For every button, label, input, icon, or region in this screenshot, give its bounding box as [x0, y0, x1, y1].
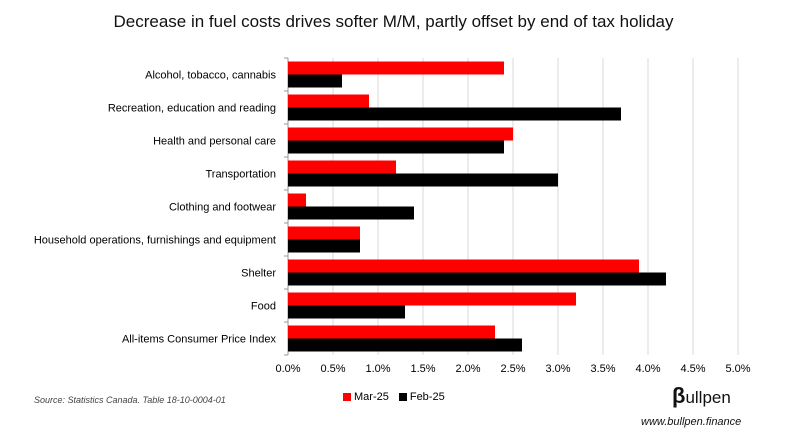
- bar-feb25: [288, 173, 558, 187]
- bar-mar25: [288, 259, 639, 273]
- bar-mar25: [288, 325, 495, 339]
- legend-label-feb25: Feb-25: [409, 391, 445, 403]
- bar-feb25: [288, 272, 666, 286]
- bar-mar25: [288, 292, 576, 306]
- chart-title: Decrease in fuel costs drives softer M/M…: [113, 12, 674, 31]
- x-tick-label: 3.0%: [545, 363, 570, 375]
- bar-mar25: [288, 94, 369, 108]
- legend-label-mar25: Mar-25: [354, 391, 389, 403]
- category-label: All-items Consumer Price Index: [122, 334, 277, 346]
- category-label: Recreation, education and reading: [108, 103, 276, 115]
- bar-mar25: [288, 127, 513, 141]
- category-label: Household operations, furnishings and eq…: [34, 235, 276, 247]
- x-tick-label: 2.0%: [455, 363, 480, 375]
- brand-name: ullpen: [685, 388, 731, 407]
- x-tick-label: 4.5%: [680, 363, 705, 375]
- bar-mar25: [288, 160, 396, 174]
- legend-swatch-feb25: [398, 393, 407, 401]
- x-tick-label: 0.0%: [275, 363, 300, 375]
- category-label: Transportation: [205, 169, 276, 181]
- legend-item-mar25: Mar-25: [343, 391, 389, 403]
- bar-feb25: [288, 107, 621, 121]
- legend-item-feb25: Feb-25: [398, 391, 445, 403]
- x-tick-label: 1.5%: [410, 363, 435, 375]
- x-tick-label: 1.0%: [365, 363, 390, 375]
- category-label: Health and personal care: [153, 136, 276, 148]
- category-label: Food: [251, 301, 276, 313]
- bar-feb25: [288, 239, 360, 253]
- category-label: Shelter: [241, 268, 276, 280]
- bar-feb25: [288, 140, 504, 154]
- legend-swatch-mar25: [343, 393, 351, 401]
- bar-feb25: [288, 338, 522, 352]
- category-label: Clothing and footwear: [169, 202, 276, 214]
- x-tick-label: 2.5%: [500, 363, 525, 375]
- bar-mar25: [288, 61, 504, 75]
- legend: Mar-25 Feb-25: [343, 391, 445, 403]
- x-tick-label: 4.0%: [635, 363, 660, 375]
- bar-feb25: [288, 206, 414, 220]
- bar-mar25: [288, 226, 360, 240]
- brand-symbol: β: [672, 383, 686, 408]
- bar-feb25: [288, 74, 342, 88]
- site-url: www.bullpen.finance: [641, 416, 742, 428]
- bar-feb25: [288, 305, 405, 319]
- source-note: Source: Statistics Canada. Table 18-10-0…: [34, 395, 226, 405]
- x-tick-label: 3.5%: [590, 363, 615, 375]
- x-tick-label: 5.0%: [725, 363, 750, 375]
- bar-mar25: [288, 193, 306, 207]
- category-label: Alcohol, tobacco, cannabis: [145, 70, 276, 82]
- x-tick-label: 0.5%: [320, 363, 345, 375]
- brand-logo: βullpen: [672, 383, 731, 409]
